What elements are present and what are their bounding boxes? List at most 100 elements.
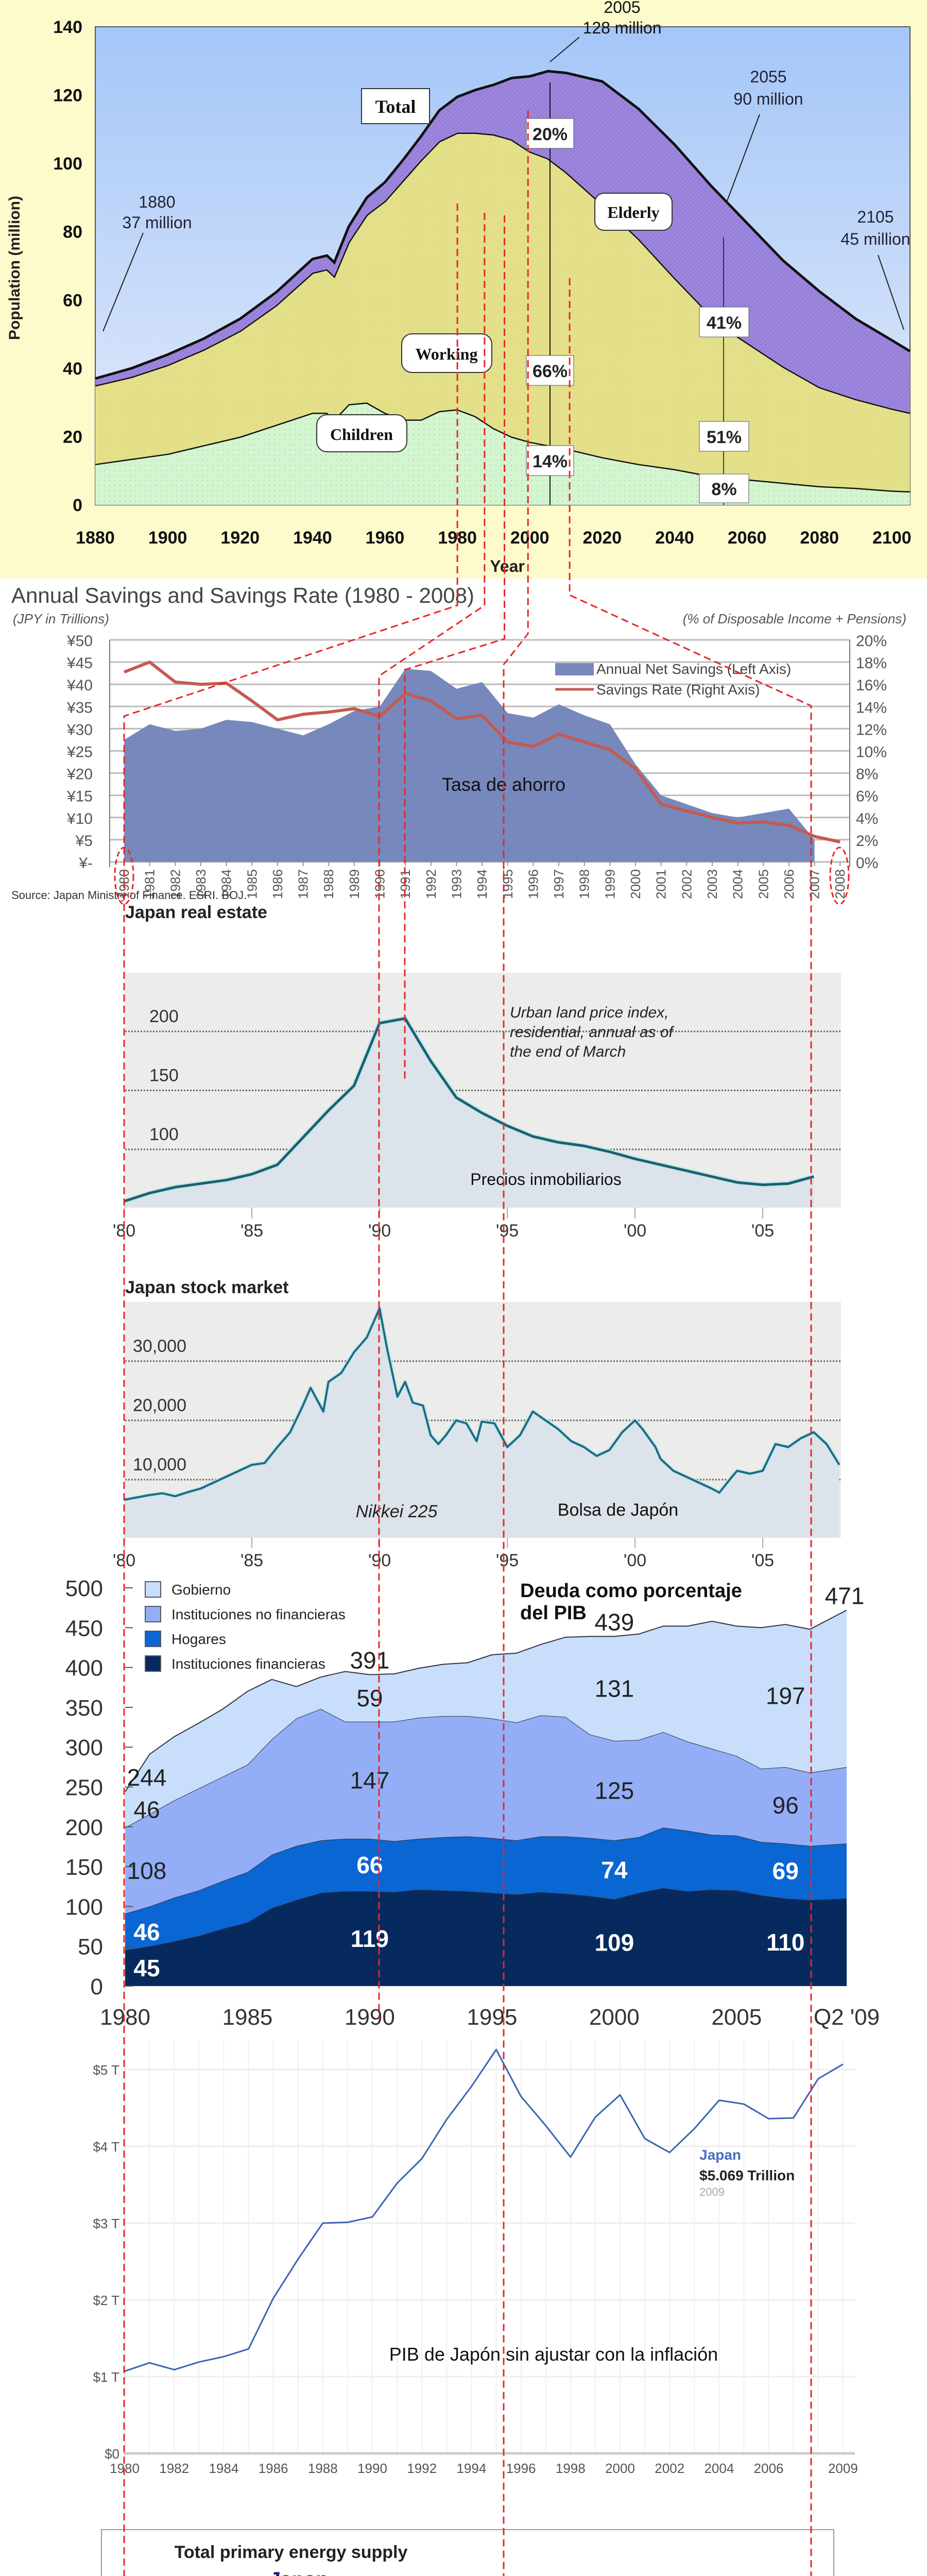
population-x-tick: 1940: [293, 528, 332, 548]
debt-legend-swatch: [145, 1581, 161, 1598]
savings-x-tick: 2001: [654, 869, 669, 899]
gdp-x-tick: 1990: [357, 2461, 387, 2476]
gdp-chart: $0$1 T$2 T$3 T$4 T$5 T 1980 1982 1984 1986 1…: [93, 2040, 858, 2476]
debt-legend-label: Gobierno: [171, 1582, 231, 1598]
real-estate-y-tick: 150: [149, 1066, 179, 1086]
savings-left-axis-label: (JPY in Trillions): [13, 611, 109, 626]
debt-legend: Gobierno Instituciones no financieras Hoga…: [145, 1581, 346, 1672]
debt-data-label: 471: [825, 1582, 865, 1609]
savings-right-tick: 4%: [856, 810, 878, 827]
real-estate-title: Japan real estate: [125, 903, 267, 922]
population-y-tick: 100: [53, 154, 82, 174]
population-y-tick: 80: [63, 223, 82, 242]
savings-left-tick: ¥10: [66, 810, 93, 827]
svg-text:41%: 41%: [707, 313, 742, 333]
svg-text:2005: 2005: [604, 0, 640, 16]
savings-x-tick: 1983: [193, 869, 209, 899]
population-x-axis-label: Year: [490, 557, 525, 575]
real-estate-x-tick: '95: [496, 1221, 519, 1241]
savings-left-tick: ¥25: [66, 744, 93, 761]
gdp-x-tick: 1992: [407, 2461, 437, 2476]
energy-title: Total primary energy supply: [175, 2543, 408, 2562]
debt-data-label: 69: [772, 1858, 799, 1885]
debt-legend-label: Instituciones financieras: [171, 1656, 325, 1672]
svg-text:66%: 66%: [533, 362, 568, 381]
stock-market-x-tick: '95: [496, 1551, 519, 1570]
stock-market-x-tick: '85: [241, 1551, 263, 1570]
energy-chart: 0100200300400500 19811984198719901993199…: [101, 2529, 834, 2576]
population-x-tick: 1960: [366, 528, 405, 548]
debt-y-tick: 300: [65, 1735, 103, 1760]
gdp-y-tick: $5 T: [93, 2062, 119, 2078]
legend-label-savings-rate: Savings Rate (Right Axis): [596, 682, 760, 698]
debt-y-tick: 150: [65, 1855, 103, 1880]
savings-source: Source: Japan Ministry of Finance. ESRI.…: [11, 889, 247, 902]
stock-market-annotation: Bolsa de Japón: [558, 1500, 678, 1520]
real-estate-x-tick: '05: [751, 1221, 774, 1241]
savings-x-tick: 1993: [449, 869, 464, 899]
debt-x-tick: Q2 '09: [814, 2005, 880, 2030]
savings-x-tick: 1992: [423, 869, 439, 899]
savings-x-tick: 1987: [296, 869, 311, 899]
total-label-box: Total: [361, 88, 430, 124]
debt-y-tick: 500: [65, 1576, 103, 1601]
savings-x-tick: 1986: [270, 869, 285, 899]
debt-area-gobierno: [125, 1610, 847, 1828]
debt-data-label: 46: [133, 1797, 160, 1823]
debt-line-gobierno: [125, 1609, 847, 1792]
gdp-x-tick: 2002: [655, 2461, 684, 2476]
population-x-tick: 1900: [148, 528, 187, 548]
svg-text:8%: 8%: [711, 480, 736, 499]
debt-legend-swatch: [145, 1606, 161, 1622]
population-x-tick: 2060: [728, 528, 767, 548]
stock-market-title: Japan stock market: [125, 1278, 289, 1297]
savings-x-tick: 1988: [321, 869, 336, 899]
energy-subtitle: Japan: [268, 2568, 328, 2576]
savings-x-tick: 1984: [219, 869, 234, 899]
pct-2005-elderly: 20%: [526, 118, 574, 149]
savings-left-tick: ¥30: [66, 721, 93, 738]
gdp-y-tick: $1 T: [93, 2369, 119, 2385]
population-x-tick: 1920: [220, 528, 260, 548]
tooltip-country: Japan: [699, 2147, 741, 2163]
debt-x-tick: 1995: [467, 2005, 517, 2030]
tooltip-year: 2009: [699, 2185, 725, 2198]
gdp-y-tick: $4 T: [93, 2139, 119, 2155]
stock-market-line: [124, 1307, 840, 1501]
debt-x-tick: 2005: [711, 2005, 762, 2030]
savings-x-tick: 1982: [167, 869, 183, 899]
stock-market-y-tick: 30,000: [133, 1336, 186, 1356]
population-line-working: [95, 131, 911, 414]
debt-data-label: 110: [766, 1929, 804, 1956]
population-x-tick: 2040: [655, 528, 694, 548]
savings-right-tick: 0%: [856, 855, 878, 872]
savings-left-tick: ¥5: [75, 833, 93, 850]
highlight-circle-2008: [829, 846, 850, 905]
pct-2055-children: 8%: [699, 473, 749, 503]
population-y-axis-label: Population (million): [6, 196, 23, 340]
legend-swatch-net-savings: [555, 663, 594, 675]
stock-market-y-tick: 20,000: [133, 1396, 186, 1415]
gdp-y-tick: $3 T: [93, 2216, 119, 2231]
svg-text:Children: Children: [330, 425, 393, 444]
savings-x-tick: 2006: [781, 869, 797, 899]
gdp-x-tick: 1998: [556, 2461, 586, 2476]
debt-legend-swatch: [145, 1631, 161, 1647]
svg-text:14%: 14%: [533, 452, 568, 471]
svg-text:Total: Total: [375, 96, 416, 117]
savings-left-tick: ¥45: [66, 655, 93, 672]
gdp-x-tick: 2004: [704, 2461, 734, 2476]
annotation-2055: 2055 90 million: [726, 67, 803, 204]
savings-line-rate: [123, 660, 840, 844]
savings-x-tick: 2000: [628, 869, 643, 899]
population-x-tick: 2020: [583, 528, 622, 548]
savings-right-tick: 16%: [856, 677, 887, 694]
population-area-working: [95, 132, 910, 492]
debt-data-label: 96: [772, 1792, 799, 1819]
svg-text:20%: 20%: [533, 125, 568, 144]
real-estate-x-tick: '85: [241, 1221, 263, 1241]
stock-market-chart: Japan stock market 10,000 20,000 30,000 '8…: [113, 1278, 842, 1570]
savings-x-tick: 1981: [142, 869, 158, 899]
debt-data-label: 109: [594, 1929, 634, 1956]
